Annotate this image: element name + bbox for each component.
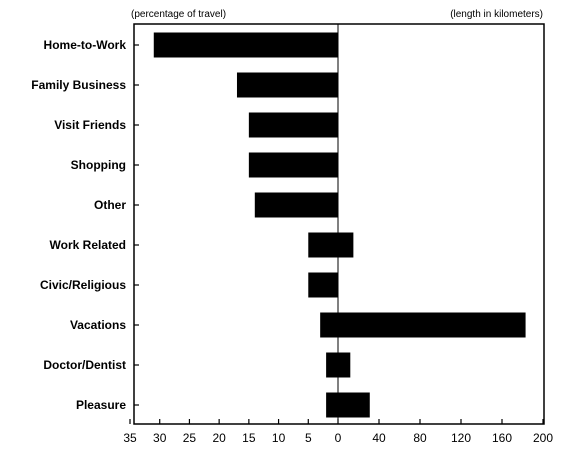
- category-label-vacations: Vacations: [70, 318, 126, 332]
- bar-percentage-home-to-work: [153, 32, 338, 58]
- axis-ticks-group: 35 30 25 20 15 10 5 0 40 80 120 160 200: [123, 44, 553, 445]
- bar-length-vacations: [338, 312, 526, 338]
- left-axis-tick-label: 5: [305, 431, 312, 445]
- category-labels-group: Home-to-Work Family Business Visit Friends…: [31, 38, 126, 412]
- category-label-family-business: Family Business: [31, 78, 126, 92]
- bar-length-pleasure: [338, 392, 370, 418]
- right-axis-tick-label: 40: [372, 431, 386, 445]
- left-axis-tick-label: 25: [183, 431, 197, 445]
- category-label-visit-friends: Visit Friends: [54, 118, 126, 132]
- category-label-work-related: Work Related: [50, 238, 126, 252]
- right-axis-tick-label: 120: [451, 431, 471, 445]
- bar-percentage-family-business: [236, 72, 338, 98]
- bars-group: [153, 32, 526, 418]
- bar-percentage-work-related: [308, 232, 338, 258]
- left-axis-tick-label: 0: [335, 431, 342, 445]
- right-axis-tick-label: 200: [533, 431, 553, 445]
- bar-percentage-vacations: [320, 312, 338, 338]
- left-axis-tick-label: 15: [242, 431, 256, 445]
- right-axis-tick-label: 80: [413, 431, 427, 445]
- plot-frame: [133, 23, 545, 425]
- left-axis-tick-label: 20: [212, 431, 226, 445]
- category-label-pleasure: Pleasure: [76, 398, 126, 412]
- bar-percentage-other: [254, 192, 338, 218]
- category-label-doctor-dentist: Doctor/Dentist: [43, 358, 126, 372]
- left-axis-tick-label: 10: [272, 431, 286, 445]
- right-axis-tick-label: 160: [492, 431, 512, 445]
- category-label-shopping: Shopping: [71, 158, 126, 172]
- bar-percentage-visit-friends: [248, 112, 338, 138]
- bar-length-doctor-dentist: [338, 352, 351, 378]
- bar-percentage-civic-religious: [308, 272, 338, 298]
- category-label-home-to-work: Home-to-Work: [44, 38, 127, 52]
- left-axis-tick-label: 30: [153, 431, 167, 445]
- left-axis-tick-label: 35: [123, 431, 137, 445]
- right-axis-header: (length in kilometers): [450, 9, 543, 20]
- left-axis-header: (percentage of travel): [131, 9, 226, 20]
- category-label-civic-religious: Civic/Religious: [40, 278, 126, 292]
- bar-length-work-related: [338, 232, 354, 258]
- bar-percentage-shopping: [248, 152, 338, 178]
- category-label-other: Other: [94, 198, 126, 212]
- bar-percentage-doctor-dentist: [326, 352, 338, 378]
- bar-percentage-pleasure: [326, 392, 338, 418]
